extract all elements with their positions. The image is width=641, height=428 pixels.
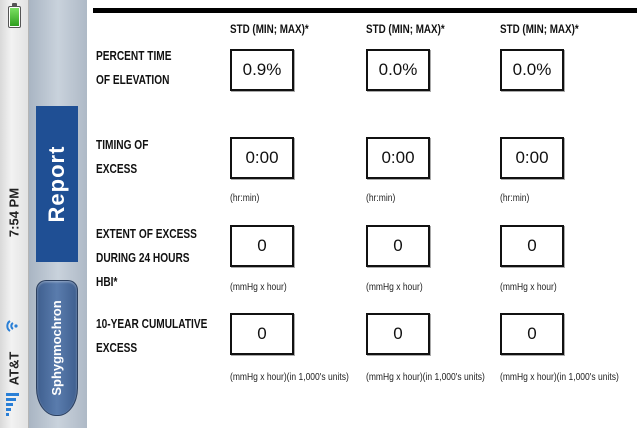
value-box: 0:00 — [230, 137, 294, 179]
nav-title: Report — [44, 145, 69, 223]
status-bar: 7:54 PM AT&T — [0, 0, 29, 428]
value-box: 0 — [500, 313, 564, 355]
unit-label: (hr:min) — [230, 193, 260, 204]
value-box: 0 — [230, 225, 294, 267]
unit-label: (hr:min) — [500, 193, 530, 204]
value-box: 0 — [366, 225, 430, 267]
value-box: 0 — [230, 313, 294, 355]
top-divider — [93, 8, 637, 13]
unit-label: (mmHg x hour) — [366, 282, 423, 293]
status-time: 7:54 PM — [6, 187, 22, 238]
row-label-extent: EXTENT OF EXCESS DURING 24 HOURS HBI* — [96, 226, 197, 289]
row-label-percent-time: PERCENT TIME OF ELEVATION — [96, 48, 172, 87]
signal-bars-icon — [6, 392, 20, 418]
value-box: 0:00 — [500, 137, 564, 179]
carrier-name: AT&T — [6, 351, 22, 386]
unit-label: (mmHg x hour) — [230, 282, 287, 293]
battery-icon — [8, 3, 21, 28]
unit-label: (mmHg x hour)(in 1,000's units) — [500, 372, 619, 383]
value-box: 0 — [500, 225, 564, 267]
wifi-icon — [6, 318, 22, 339]
column-header: STD (MIN; MAX)* — [230, 22, 309, 36]
nav-title-box: Report — [36, 106, 78, 262]
unit-label: (hr:min) — [366, 193, 396, 204]
unit-label: (mmHg x hour) — [500, 282, 557, 293]
report-content: STD (MIN; MAX)* STD (MIN; MAX)* STD (MIN… — [87, 0, 641, 428]
value-box: 0.0% — [366, 49, 430, 91]
row-label-timing: TIMING OF EXCESS — [96, 137, 149, 176]
column-header: STD (MIN; MAX)* — [366, 22, 445, 36]
value-box: 0.0% — [500, 49, 564, 91]
unit-label: (mmHg x hour)(in 1,000's units) — [366, 372, 485, 383]
value-box: 0:00 — [366, 137, 430, 179]
back-button-label: Sphygmochron — [49, 300, 64, 396]
back-button[interactable]: Sphygmochron — [36, 280, 78, 416]
column-header: STD (MIN; MAX)* — [500, 22, 579, 36]
row-label-cumulative: 10-YEAR CUMULATIVE EXCESS — [96, 316, 208, 355]
value-box: 0.9% — [230, 49, 294, 91]
unit-label: (mmHg x hour)(in 1,000's units) — [230, 372, 349, 383]
value-box: 0 — [366, 313, 430, 355]
